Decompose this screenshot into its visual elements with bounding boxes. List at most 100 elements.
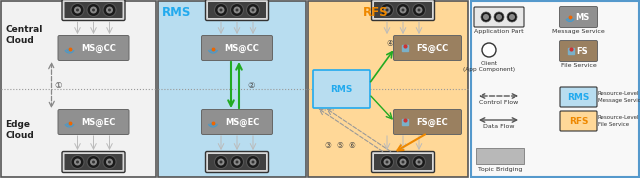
Circle shape <box>509 14 515 20</box>
Circle shape <box>413 156 426 169</box>
Text: RMS: RMS <box>330 85 353 93</box>
FancyBboxPatch shape <box>471 1 639 177</box>
Circle shape <box>385 9 388 12</box>
FancyBboxPatch shape <box>65 154 122 170</box>
FancyBboxPatch shape <box>158 1 306 177</box>
Circle shape <box>385 161 388 164</box>
Circle shape <box>413 4 426 17</box>
FancyBboxPatch shape <box>62 0 125 20</box>
Text: Message Service: Message Service <box>552 29 605 34</box>
Circle shape <box>397 156 410 169</box>
Circle shape <box>415 158 422 166</box>
Circle shape <box>496 14 502 20</box>
Circle shape <box>214 4 227 17</box>
Text: RFS: RFS <box>569 116 588 125</box>
Text: MS@CC: MS@CC <box>81 43 116 53</box>
Text: File Service: File Service <box>561 63 596 68</box>
Circle shape <box>108 9 111 12</box>
Text: RMS: RMS <box>567 93 589 101</box>
Text: FS@EC: FS@EC <box>417 117 449 127</box>
Text: RMS: RMS <box>162 6 191 19</box>
FancyBboxPatch shape <box>371 0 435 20</box>
Circle shape <box>230 156 243 169</box>
FancyBboxPatch shape <box>476 148 524 164</box>
Circle shape <box>220 161 223 164</box>
Circle shape <box>252 161 255 164</box>
Text: Resource-Level
File Service: Resource-Level File Service <box>598 115 639 127</box>
Circle shape <box>76 9 79 12</box>
Text: RFS: RFS <box>363 6 388 19</box>
FancyBboxPatch shape <box>374 2 432 18</box>
FancyBboxPatch shape <box>559 41 598 62</box>
Circle shape <box>87 156 100 169</box>
Circle shape <box>417 9 420 12</box>
Circle shape <box>250 7 257 14</box>
Circle shape <box>230 4 243 17</box>
Circle shape <box>214 156 227 169</box>
Text: ③: ③ <box>324 141 332 150</box>
FancyBboxPatch shape <box>58 35 129 61</box>
Circle shape <box>417 161 420 164</box>
FancyBboxPatch shape <box>560 87 597 107</box>
Circle shape <box>383 158 390 166</box>
Circle shape <box>383 7 390 14</box>
Circle shape <box>399 7 406 14</box>
Circle shape <box>482 43 496 57</box>
FancyBboxPatch shape <box>559 7 598 27</box>
FancyBboxPatch shape <box>394 109 461 135</box>
Circle shape <box>483 14 489 20</box>
Circle shape <box>220 9 223 12</box>
FancyBboxPatch shape <box>474 7 524 27</box>
Circle shape <box>246 156 259 169</box>
Text: MS@EC: MS@EC <box>225 117 259 127</box>
Circle shape <box>74 158 81 166</box>
FancyBboxPatch shape <box>65 2 122 18</box>
Text: ④: ④ <box>387 40 394 48</box>
FancyBboxPatch shape <box>208 2 266 18</box>
Text: FS@CC: FS@CC <box>417 43 449 53</box>
Circle shape <box>106 7 113 14</box>
FancyBboxPatch shape <box>62 151 125 172</box>
Circle shape <box>71 4 84 17</box>
FancyBboxPatch shape <box>58 109 129 135</box>
FancyBboxPatch shape <box>205 0 269 20</box>
Circle shape <box>218 158 225 166</box>
Circle shape <box>494 12 504 22</box>
Circle shape <box>87 4 100 17</box>
Circle shape <box>74 7 81 14</box>
Text: Data Flow: Data Flow <box>483 124 515 129</box>
Circle shape <box>252 9 255 12</box>
FancyBboxPatch shape <box>371 151 435 172</box>
Text: ⑤: ⑤ <box>337 141 344 150</box>
Circle shape <box>236 161 239 164</box>
FancyBboxPatch shape <box>202 109 273 135</box>
Text: ⑥: ⑥ <box>349 141 355 150</box>
Circle shape <box>234 158 241 166</box>
Circle shape <box>236 9 239 12</box>
Text: Client
(App Component): Client (App Component) <box>463 61 515 72</box>
Circle shape <box>234 7 241 14</box>
Text: Control Flow: Control Flow <box>479 100 518 105</box>
Text: ②: ② <box>247 80 255 90</box>
Circle shape <box>71 156 84 169</box>
FancyBboxPatch shape <box>205 151 269 172</box>
Circle shape <box>507 12 517 22</box>
Circle shape <box>90 7 97 14</box>
Text: MS: MS <box>575 12 589 22</box>
FancyBboxPatch shape <box>1 1 156 177</box>
Circle shape <box>92 9 95 12</box>
Circle shape <box>381 4 394 17</box>
Circle shape <box>103 4 116 17</box>
Circle shape <box>76 161 79 164</box>
Circle shape <box>381 156 394 169</box>
Text: FS: FS <box>577 46 588 56</box>
FancyBboxPatch shape <box>208 154 266 170</box>
FancyBboxPatch shape <box>308 1 468 177</box>
Circle shape <box>401 161 404 164</box>
Circle shape <box>92 161 95 164</box>
Circle shape <box>106 158 113 166</box>
FancyBboxPatch shape <box>394 35 461 61</box>
Circle shape <box>401 9 404 12</box>
FancyBboxPatch shape <box>313 70 370 108</box>
FancyBboxPatch shape <box>560 111 597 131</box>
